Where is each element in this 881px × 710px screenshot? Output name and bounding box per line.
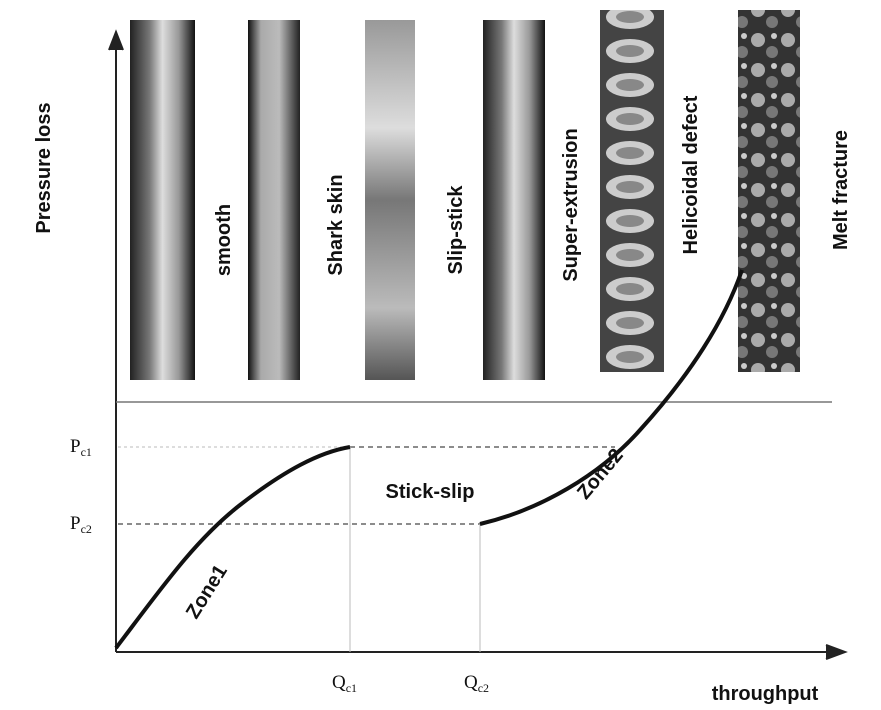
photo bbox=[738, 10, 800, 372]
subscript: c1 bbox=[81, 445, 92, 459]
level-label: Pc1 bbox=[70, 436, 92, 459]
photo-label: Slip-stick bbox=[445, 185, 467, 275]
subscript: c2 bbox=[478, 681, 489, 695]
photo-label: Super-extrusion bbox=[560, 128, 582, 281]
level-label: Pc2 bbox=[70, 513, 92, 536]
photo bbox=[130, 20, 195, 380]
level-label: Qc2 bbox=[464, 672, 489, 695]
photo-label: Melt fracture bbox=[830, 130, 852, 250]
diagram: smooth Shark skin Slip-stick Super-extru… bbox=[0, 0, 881, 710]
region-label: Zone2 bbox=[573, 445, 628, 504]
photo bbox=[600, 10, 664, 372]
region-label: Stick-slip bbox=[386, 481, 475, 503]
photo bbox=[483, 20, 545, 380]
region-label: Zone1 bbox=[182, 561, 232, 623]
photo bbox=[248, 20, 300, 380]
level-label: Qc1 bbox=[332, 672, 357, 695]
x-axis-label: throughput bbox=[712, 683, 819, 705]
photo-label: Helicoidal defect bbox=[680, 95, 702, 254]
symbol: P bbox=[70, 436, 81, 457]
photo-label: Shark skin bbox=[325, 174, 347, 275]
symbol: Q bbox=[464, 672, 478, 693]
y-axis-label: Pressure loss bbox=[33, 102, 55, 233]
subscript: c1 bbox=[346, 681, 357, 695]
symbol: Q bbox=[332, 672, 346, 693]
symbol: P bbox=[70, 513, 81, 534]
subscript: c2 bbox=[81, 522, 92, 536]
photo bbox=[365, 20, 415, 380]
photo-label: smooth bbox=[213, 204, 235, 276]
